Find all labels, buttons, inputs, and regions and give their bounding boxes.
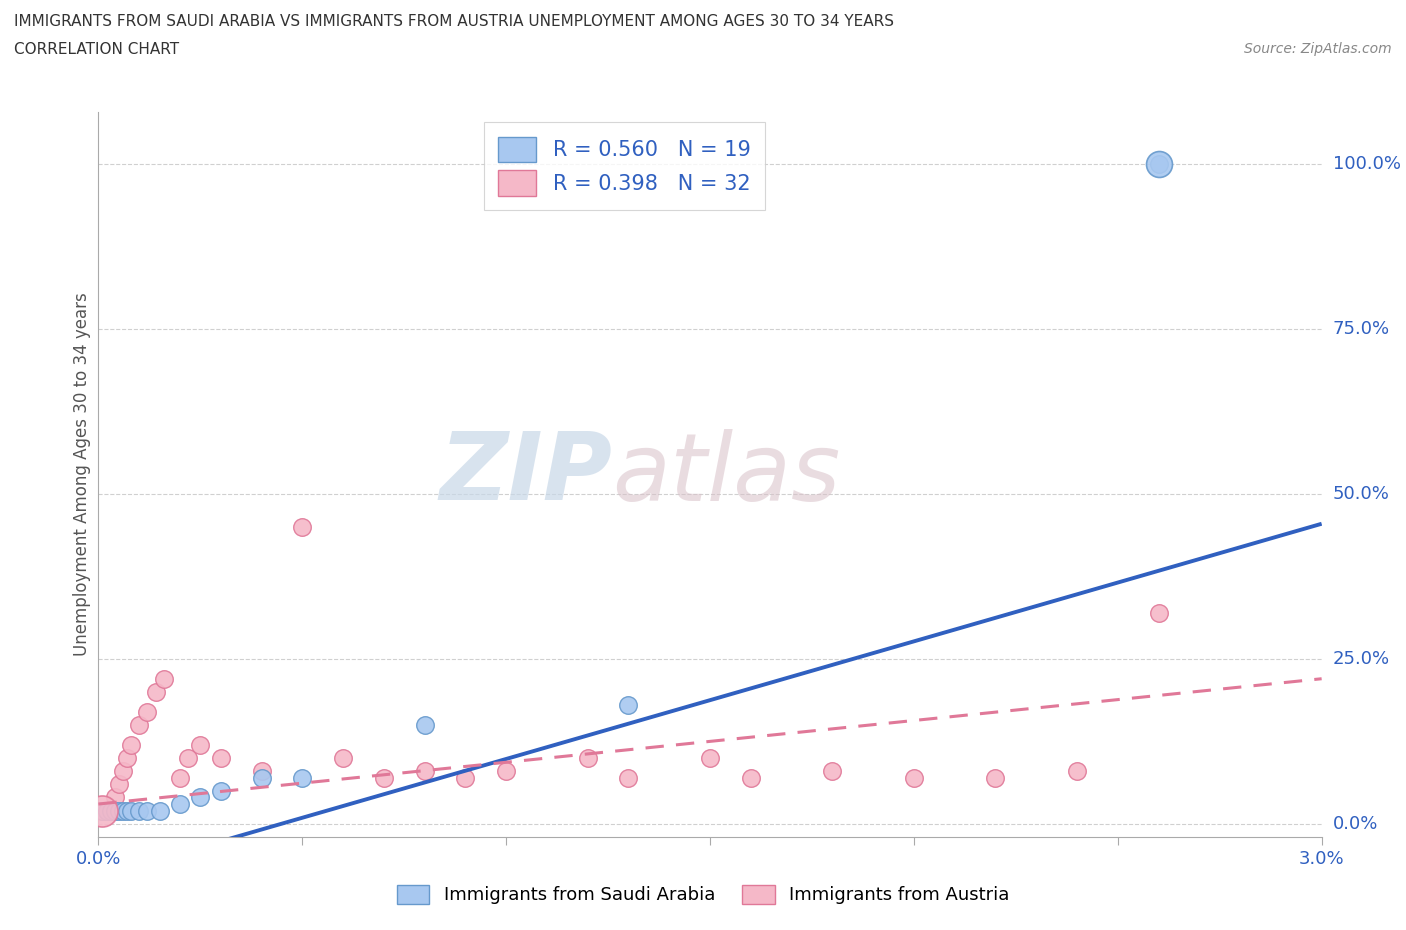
Point	[115, 751, 138, 765]
Point	[250, 770, 273, 785]
Point	[373, 770, 395, 785]
Point	[413, 717, 436, 732]
Point	[984, 770, 1007, 785]
Point	[91, 804, 114, 818]
Point	[149, 804, 172, 818]
Text: 75.0%: 75.0%	[1333, 320, 1391, 339]
Point	[821, 764, 844, 778]
Point	[104, 790, 127, 804]
Point	[91, 804, 114, 818]
Legend: Immigrants from Saudi Arabia, Immigrants from Austria: Immigrants from Saudi Arabia, Immigrants…	[389, 878, 1017, 911]
Point	[1066, 764, 1088, 778]
Point	[108, 804, 131, 818]
Point	[136, 704, 159, 719]
Point	[413, 764, 436, 778]
Point	[291, 520, 314, 535]
Point	[115, 804, 138, 818]
Point	[120, 804, 142, 818]
Point	[177, 751, 200, 765]
Point	[120, 737, 142, 752]
Point	[128, 717, 150, 732]
Text: atlas: atlas	[612, 429, 841, 520]
Point	[209, 783, 232, 798]
Text: Source: ZipAtlas.com: Source: ZipAtlas.com	[1244, 42, 1392, 56]
Point	[291, 770, 314, 785]
Point	[96, 804, 118, 818]
Point	[136, 804, 159, 818]
Text: 25.0%: 25.0%	[1333, 650, 1391, 668]
Point	[1147, 605, 1170, 620]
Point	[699, 751, 721, 765]
Text: ZIP: ZIP	[439, 429, 612, 520]
Point	[111, 804, 134, 818]
Point	[188, 790, 212, 804]
Text: 0.0%: 0.0%	[1333, 815, 1378, 832]
Point	[209, 751, 232, 765]
Point	[188, 737, 212, 752]
Point	[903, 770, 925, 785]
Point	[152, 671, 174, 686]
Point	[100, 804, 122, 818]
Text: 50.0%: 50.0%	[1333, 485, 1389, 503]
Point	[91, 804, 114, 818]
Point	[128, 804, 150, 818]
Y-axis label: Unemployment Among Ages 30 to 34 years: Unemployment Among Ages 30 to 34 years	[73, 292, 91, 657]
Text: IMMIGRANTS FROM SAUDI ARABIA VS IMMIGRANTS FROM AUSTRIA UNEMPLOYMENT AMONG AGES : IMMIGRANTS FROM SAUDI ARABIA VS IMMIGRAN…	[14, 14, 894, 29]
Point	[250, 764, 273, 778]
Text: CORRELATION CHART: CORRELATION CHART	[14, 42, 179, 57]
Point	[454, 770, 477, 785]
Point	[740, 770, 762, 785]
Point	[1147, 157, 1170, 172]
Point	[495, 764, 517, 778]
Point	[96, 804, 118, 818]
Legend: R = 0.560   N = 19, R = 0.398   N = 32: R = 0.560 N = 19, R = 0.398 N = 32	[484, 122, 765, 210]
Point	[108, 777, 131, 791]
Point	[169, 770, 191, 785]
Text: 100.0%: 100.0%	[1333, 155, 1400, 173]
Point	[111, 764, 134, 778]
Point	[169, 797, 191, 812]
Point	[617, 698, 640, 712]
Point	[332, 751, 354, 765]
Point	[617, 770, 640, 785]
Point	[145, 684, 167, 699]
Point	[100, 804, 122, 818]
Point	[104, 804, 127, 818]
Point	[576, 751, 599, 765]
Point	[1147, 157, 1170, 172]
